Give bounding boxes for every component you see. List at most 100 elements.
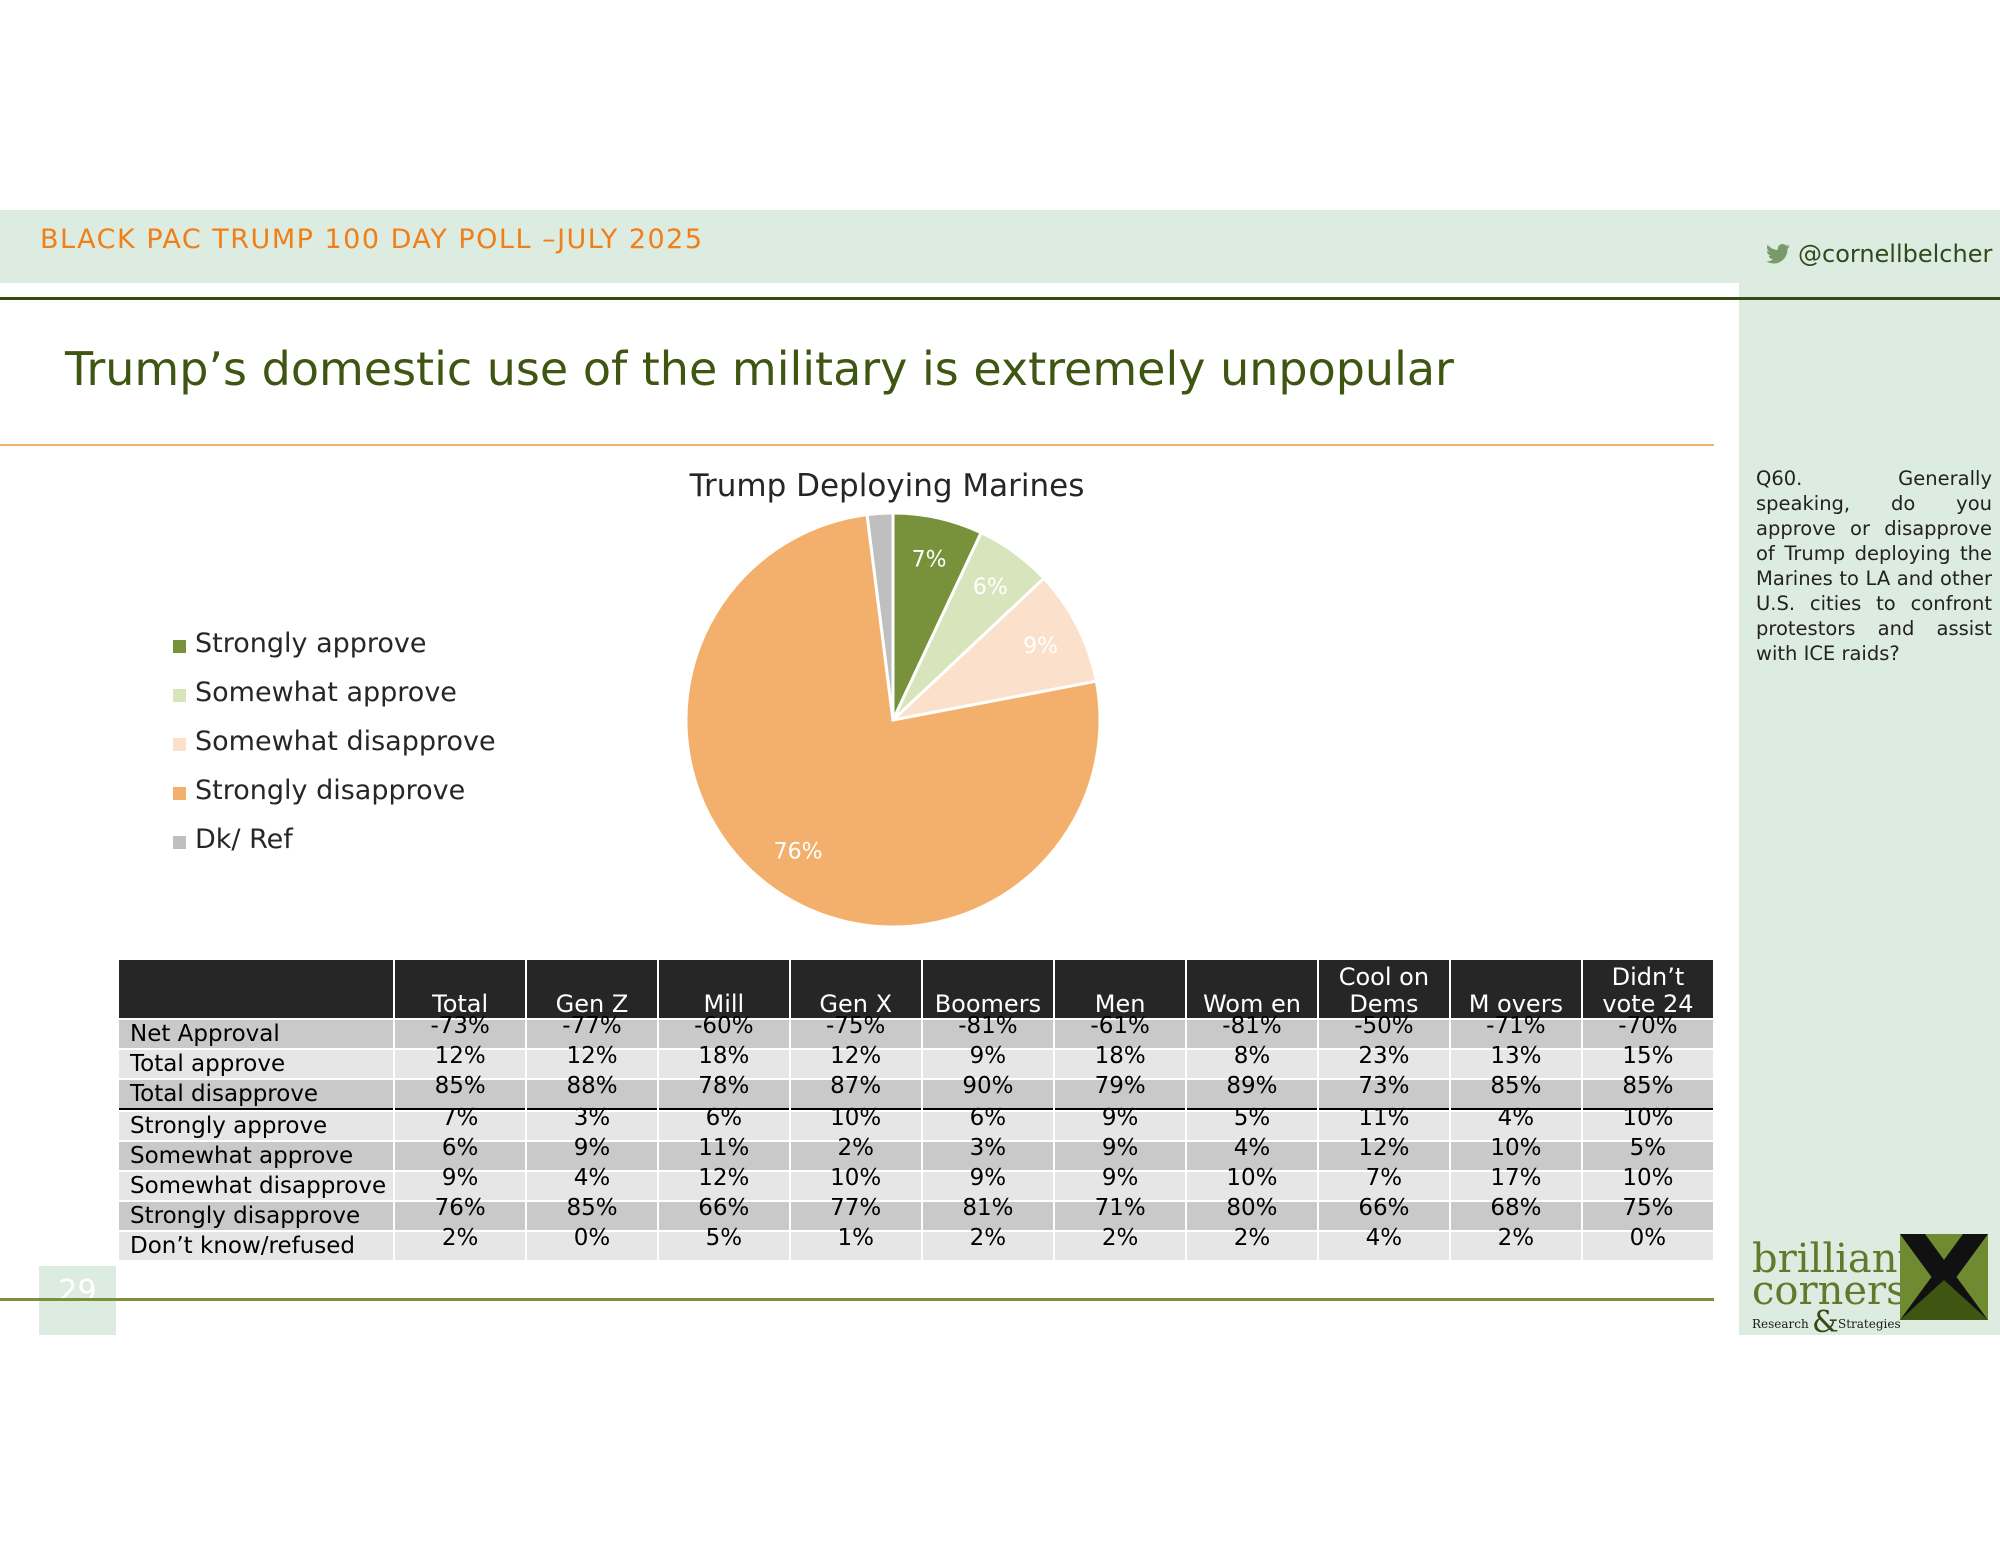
- table-cell-value: 5%: [1233, 1105, 1271, 1131]
- table-cell-value: 1%: [837, 1225, 874, 1251]
- table-cell-value: 9%: [969, 1165, 1007, 1191]
- logo-text-strategies: Strategies: [1838, 1317, 1901, 1331]
- table-cell: 85%: [527, 1195, 657, 1230]
- table-cell-value: 8%: [1233, 1043, 1271, 1069]
- table-cell: 10%: [790, 1105, 921, 1140]
- pie-slices: [684, 511, 1102, 929]
- table-cell-value: 0%: [1629, 1225, 1667, 1251]
- table-cell-value: 2%: [441, 1225, 479, 1251]
- table-cell-value: 12%: [1358, 1135, 1410, 1161]
- table-row: Don’t know/refused 2% 0% 5% 1% 2% 2% 2% 4% 2% 0%: [119, 1225, 1713, 1260]
- crosstab-table: Total Gen Z Mill Gen X Boomers Men Wom en Cool …: [117, 958, 1715, 1262]
- table-cell: 0%: [1582, 1225, 1713, 1260]
- table-cell: 3%: [922, 1135, 1054, 1170]
- table-cell-value: 75%: [1622, 1195, 1674, 1221]
- legend-label: Somewhat disapprove: [195, 726, 496, 757]
- table-cell: 66%: [1318, 1195, 1449, 1230]
- table-cell-value: 79%: [1094, 1073, 1146, 1099]
- row-label: Net Approval: [119, 1020, 394, 1048]
- table-cell: 73%: [1318, 1073, 1449, 1110]
- table-cell: -81%: [1187, 1013, 1317, 1048]
- table-cell: 79%: [1055, 1073, 1186, 1110]
- table-cell-value: 78%: [698, 1073, 750, 1099]
- table-cell-value: 9%: [1101, 1105, 1139, 1131]
- table-cell: 5%: [658, 1225, 789, 1260]
- table-row: Somewhat approve 6% 9% 11% 2% 3% 9% 4% 12% 10% 5%: [119, 1135, 1713, 1170]
- table-cell-value: 10%: [830, 1105, 882, 1131]
- brilliant-corners-logo: brilliant corners Research & Strategies: [1752, 1234, 1988, 1335]
- pie-data-label: 76%: [774, 840, 823, 865]
- table-cell: 10%: [1450, 1135, 1581, 1170]
- table-cell: 5%: [1187, 1105, 1317, 1140]
- table-cell-value: -81%: [958, 1013, 1018, 1039]
- table-cell-value: 73%: [1358, 1073, 1410, 1099]
- table-cell: 4%: [1450, 1105, 1581, 1140]
- twitter-bird-icon: [1766, 244, 1790, 264]
- table-cell-value: -60%: [694, 1013, 754, 1039]
- table-cell-value: -73%: [430, 1013, 490, 1039]
- table-cell-value: 6%: [441, 1135, 479, 1161]
- row-label: Total disapprove: [119, 1080, 394, 1110]
- table-cell-value: 10%: [1226, 1165, 1278, 1191]
- table-cell-value: 10%: [830, 1165, 882, 1191]
- table-cell-value: 68%: [1490, 1195, 1542, 1221]
- table-cell: 12%: [527, 1043, 657, 1078]
- table-cell: -81%: [922, 1013, 1054, 1048]
- legend-swatch: [173, 787, 186, 800]
- row-label: Strongly disapprove: [119, 1202, 394, 1230]
- title-rule: [0, 444, 1714, 446]
- table-cell-value: 77%: [830, 1195, 882, 1221]
- table-cell: 10%: [1187, 1165, 1317, 1200]
- table-cell-value: 7%: [441, 1105, 479, 1131]
- table-cell-value: 88%: [566, 1073, 618, 1099]
- table-cell-value: 11%: [1358, 1105, 1410, 1131]
- header-cell: Cool on Dems: [1318, 960, 1449, 1018]
- table-cell: 23%: [1318, 1043, 1449, 1078]
- logo-text-corners: corners: [1752, 1268, 1907, 1314]
- table-row: Somewhat disapprove 9% 4% 12% 10% 9% 9% 10% 7% 17…: [119, 1165, 1713, 1200]
- pie-slice-somewhat-disapprove: [888, 576, 1099, 723]
- table-cell-value: 85%: [1490, 1073, 1542, 1099]
- table-cell: 68%: [1450, 1195, 1581, 1230]
- table-cell-value: 85%: [434, 1073, 486, 1099]
- header-cell: Gen X: [790, 960, 921, 1018]
- table-cell-value: 10%: [1622, 1165, 1674, 1191]
- table-cell-value: 85%: [566, 1195, 618, 1221]
- table-cell: 78%: [658, 1073, 789, 1110]
- header-cell: Didn’t vote 24: [1582, 960, 1713, 1018]
- table-cell: 17%: [1450, 1165, 1581, 1200]
- table-cell-value: -81%: [1222, 1013, 1282, 1039]
- header-band: [0, 210, 2000, 283]
- table-cell: 5%: [1582, 1135, 1713, 1170]
- table-cell: 7%: [1318, 1165, 1449, 1200]
- legend-label: Strongly approve: [195, 628, 427, 659]
- table-cell: 85%: [1450, 1073, 1581, 1110]
- chart-title: Trump Deploying Marines: [689, 468, 1085, 504]
- table-cell: 13%: [1450, 1043, 1581, 1078]
- table-cell-value: -70%: [1618, 1013, 1678, 1039]
- row-label: Total approve: [119, 1050, 394, 1078]
- table-cell: 12%: [790, 1043, 921, 1078]
- table-cell-value: 10%: [1490, 1135, 1542, 1161]
- header-cell: Mill: [658, 960, 789, 1018]
- header-rule: [0, 297, 2000, 300]
- pie-slice-dk-ref: [865, 511, 895, 721]
- table-cell: 3%: [527, 1105, 657, 1140]
- logo-x-mark-icon: [1900, 1234, 1988, 1320]
- table-cell-value: 81%: [962, 1195, 1014, 1221]
- header-cell-empty: [119, 960, 394, 1018]
- logo-ampersand: &: [1812, 1305, 1839, 1335]
- table-cell: -75%: [790, 1013, 921, 1048]
- table-cell-value: 9%: [573, 1135, 611, 1161]
- table-cell-value: 2%: [1497, 1225, 1535, 1251]
- table-cell: 2%: [1187, 1225, 1317, 1260]
- legend-label: Strongly disapprove: [195, 775, 465, 806]
- table-cell: 81%: [922, 1195, 1054, 1230]
- pie-data-label: 9%: [1023, 634, 1058, 659]
- twitter-handle[interactable]: @cornellbelcher: [1766, 240, 1992, 268]
- table-cell: 4%: [527, 1165, 657, 1200]
- table-cell: 12%: [395, 1043, 526, 1078]
- table-cell: -77%: [527, 1013, 657, 1048]
- twitter-handle-text: @cornellbelcher: [1798, 240, 1993, 268]
- table-cell: 9%: [1055, 1135, 1186, 1170]
